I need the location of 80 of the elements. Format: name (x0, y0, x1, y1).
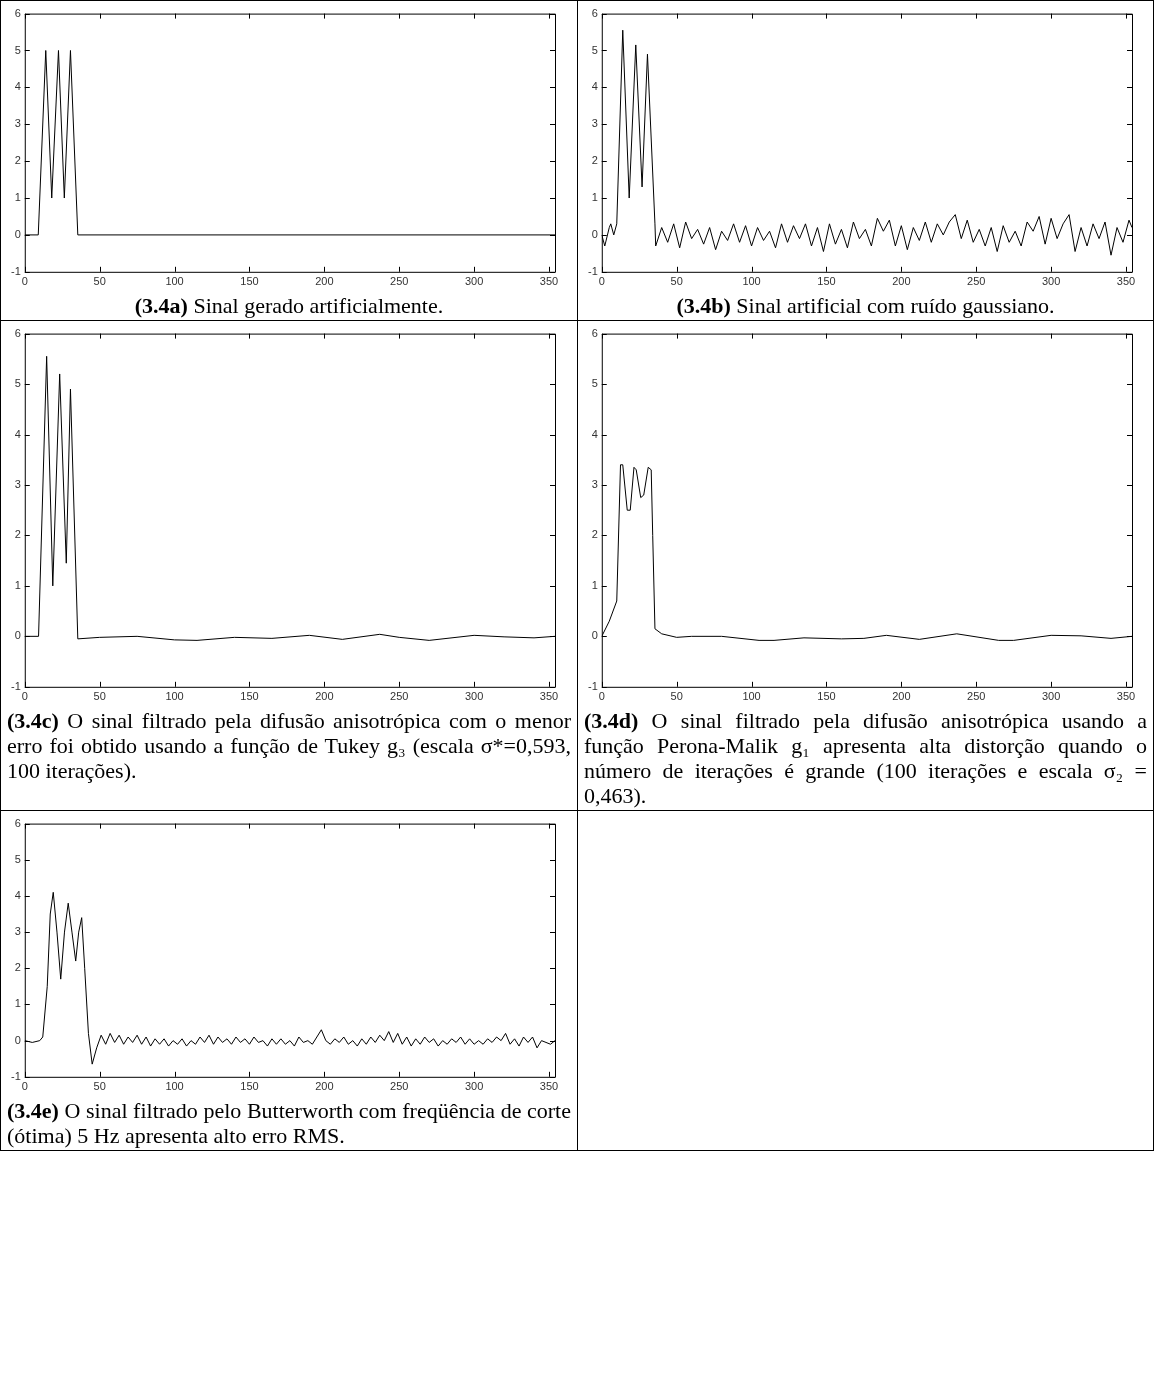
y-tick-label: 5 (14, 43, 21, 56)
x-tick-label: 150 (240, 1080, 259, 1093)
x-tick-label: 300 (1041, 275, 1061, 288)
x-tick-label: 300 (1041, 690, 1061, 703)
y-tick-label: 1 (14, 578, 21, 591)
x-tick-label: 350 (539, 690, 559, 703)
y-tick-label: 0 (14, 227, 21, 240)
x-tick-label: 50 (93, 275, 106, 288)
y-tick-label: 6 (591, 326, 598, 339)
y-tick-label: -1 (11, 264, 21, 277)
x-tick-label: 150 (240, 275, 259, 288)
y-tick-label: 4 (14, 427, 21, 440)
x-tick-label: 250 (967, 275, 986, 288)
x-tick-label: 300 (464, 275, 484, 288)
text: (3.4a) Sinal gerado artificialmente. (134, 293, 444, 318)
y-tick-label: 3 (14, 925, 21, 938)
y-tick-label: 3 (14, 478, 21, 490)
y-tick-label: 3 (591, 117, 598, 130)
y-tick-label: 0 (591, 227, 598, 240)
x-tick-label: 350 (1116, 690, 1136, 703)
y-tick-label: 2 (14, 961, 21, 974)
y-tick-label: 4 (14, 888, 21, 901)
x-tick-label: 200 (892, 275, 911, 288)
x-tick-label: 350 (539, 275, 559, 288)
x-tick-label: 100 (165, 275, 184, 288)
y-tick-label: 3 (591, 478, 598, 490)
y-tick-label: 6 (14, 816, 21, 829)
y-tick-label: 0 (14, 1033, 21, 1046)
x-tick-label: 150 (817, 275, 836, 288)
y-tick-label: 1 (591, 191, 598, 204)
y-tick-label: -1 (588, 264, 598, 277)
y-tick-label: 4 (14, 80, 21, 93)
x-tick-label: 250 (390, 275, 409, 288)
x-tick-label: 200 (315, 690, 334, 703)
x-tick-label: 250 (390, 1080, 409, 1093)
y-tick-label: 2 (591, 528, 598, 541)
x-tick-label: 100 (165, 1080, 184, 1093)
y-tick-label: 1 (14, 997, 21, 1010)
text: (3.4b) Sinal artificial com ruído gaussiano. (676, 293, 1055, 318)
text: (3.4e) O sinal filtrado pelo Butterworth com freqüência de corte (ótima) 5 Hz apresenta alto erro RMS. (7, 1098, 571, 1148)
y-tick-label: 5 (14, 852, 21, 865)
y-tick-label: 6 (14, 6, 21, 19)
x-tick-label: 350 (539, 1080, 559, 1093)
y-tick-label: 5 (591, 43, 598, 56)
y-tick-label: 0 (14, 629, 21, 642)
x-tick-label: 300 (464, 690, 484, 703)
y-tick-label: 6 (591, 6, 598, 19)
text: (3.4d) O sinal filtrado pela difusão anisotrópica usando a função Perona-Malik g₁ apresenta alta distorção quando o número de iterações é grande (100 iterações e escala σ₂ = 0,463). (584, 708, 1147, 808)
y-tick-label: 4 (591, 80, 598, 93)
y-tick-label: 1 (591, 578, 598, 591)
x-tick-label: 100 (742, 275, 761, 288)
text: (3.4c) O sinal filtrado pela difusão anisotrópica com o menor erro foi obtido usando a função de Tukey g₃ (escala σ*=0,593, 100 iterações). (7, 708, 571, 783)
x-tick-label: 200 (892, 690, 911, 703)
y-tick-label: 5 (14, 377, 21, 390)
y-tick-label: 6 (14, 326, 21, 339)
x-tick-label: 250 (390, 690, 409, 703)
x-tick-label: 50 (93, 690, 106, 703)
x-tick-label: 350 (1116, 275, 1136, 288)
x-tick-label: 200 (315, 275, 334, 288)
x-tick-label: 150 (240, 690, 259, 703)
x-tick-label: 50 (670, 690, 683, 703)
x-tick-label: 50 (93, 1080, 106, 1093)
y-tick-label: 4 (591, 427, 598, 440)
y-tick-label: 2 (591, 154, 598, 167)
x-tick-label: 150 (817, 690, 836, 703)
y-tick-label: 2 (14, 154, 21, 167)
y-tick-label: 3 (14, 117, 21, 130)
x-tick-label: 50 (670, 275, 683, 288)
x-tick-label: 250 (967, 690, 986, 703)
x-tick-label: 300 (464, 1080, 484, 1093)
x-tick-label: 100 (742, 690, 761, 703)
y-tick-label: 2 (14, 528, 21, 541)
y-tick-label: 1 (14, 191, 21, 204)
y-tick-label: 5 (591, 377, 598, 390)
y-tick-label: 0 (591, 629, 598, 642)
x-tick-label: 100 (165, 690, 184, 703)
x-tick-label: 200 (315, 1080, 334, 1093)
y-tick-label: -1 (588, 679, 598, 692)
y-tick-label: -1 (11, 679, 21, 692)
y-tick-label: -1 (11, 1069, 21, 1082)
